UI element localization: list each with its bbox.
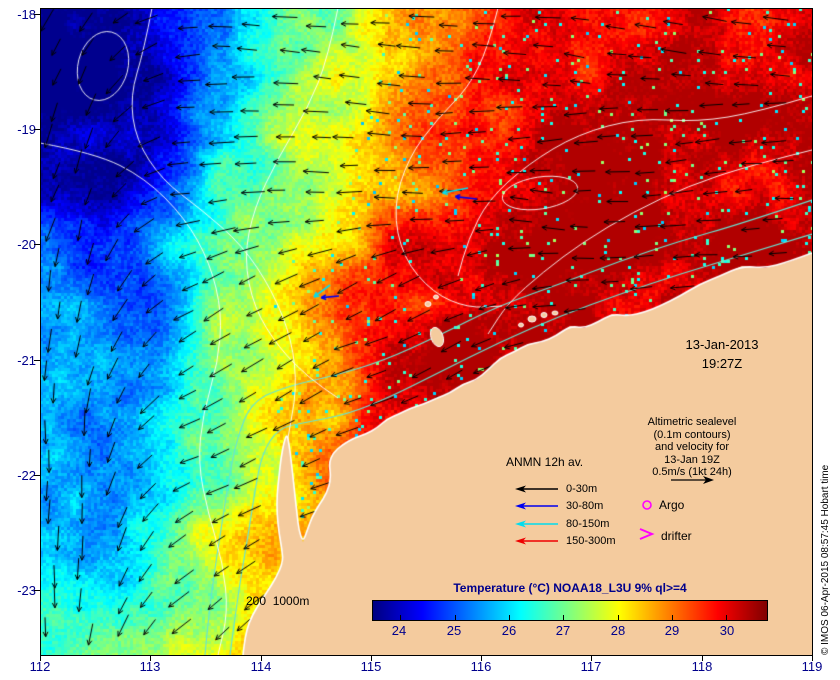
colorbar-tick-label: 27 — [555, 623, 571, 638]
y-axis-tick — [34, 244, 40, 246]
anmn-legend-title: ANMN 12h av. — [506, 455, 584, 469]
anmn-legend-item: 0-30m — [514, 480, 616, 498]
altimetry-note-line: (0.1m contours) — [653, 428, 731, 441]
timestamp: 13-Jan-2013 19:27Z — [660, 335, 784, 373]
colorbar-title: Temperature (°C) NOAA18_L3U 9% ql>=4 — [453, 581, 687, 595]
colorbar-tick-label: 29 — [664, 623, 680, 638]
x-axis-tick-label: 119 — [801, 659, 823, 674]
colorbar-tick — [563, 615, 565, 620]
altimetry-note-line: 13-Jan 19Z — [664, 453, 720, 466]
y-axis-tick-label: -23 — [17, 583, 36, 598]
colorbar-tick-label: 25 — [446, 623, 462, 638]
y-axis-tick-label: -19 — [17, 122, 36, 137]
anmn-depth-label: 0-30m — [566, 482, 598, 495]
argo-label: Argo — [659, 498, 685, 512]
colorbar-tick — [726, 615, 728, 620]
anmn-legend-item: 80-150m — [514, 515, 616, 533]
colorbar-tick — [671, 615, 673, 620]
anmn-depth-label: 30-80m — [566, 500, 604, 513]
colorbar-tick-label: 30 — [719, 623, 735, 638]
drifter-marker-icon — [639, 528, 655, 540]
colorbar — [372, 600, 768, 621]
x-axis-tick-label: 113 — [139, 659, 161, 674]
y-axis-tick-label: -18 — [17, 7, 36, 22]
time-label: 19:27Z — [701, 356, 743, 371]
x-axis-tick-label: 118 — [691, 659, 713, 674]
x-axis-tick-label: 117 — [580, 659, 602, 674]
colorbar-tick-label: 28 — [610, 623, 626, 638]
x-axis-tick — [481, 656, 483, 661]
y-axis-tick — [34, 590, 40, 591]
drifter-label: drifter — [661, 529, 692, 543]
map-canvas — [40, 8, 812, 655]
altimetry-note: Altimetric sealevel (0.1m contours) and … — [618, 416, 766, 479]
colorbar-tick — [454, 615, 456, 620]
anmn-depth-label: 80-150m — [566, 517, 610, 530]
x-axis-tick — [370, 656, 372, 661]
y-axis-tick-label: -21 — [17, 353, 36, 368]
y-axis-tick — [34, 359, 40, 361]
y-axis-tick — [34, 129, 40, 131]
x-axis-tick — [812, 656, 813, 661]
colorbar-tick — [508, 615, 510, 620]
y-axis-tick-label: -22 — [17, 468, 36, 483]
current-arrow-icon — [515, 537, 558, 545]
current-arrow-icon — [515, 502, 558, 510]
colorbar-tick — [617, 615, 619, 620]
copyright-text: © IMOS 06-Apr-2015 08:57:45 Hobart time — [820, 464, 831, 655]
x-axis-tick-label: 112 — [29, 659, 51, 674]
x-axis-tick — [701, 656, 703, 661]
anmn-legend-item: 150-300m — [514, 533, 616, 551]
x-axis-tick — [591, 656, 593, 661]
altimetry-note-line: Altimetric sealevel — [647, 416, 737, 428]
colorbar-tick-label: 24 — [391, 623, 407, 638]
x-axis-tick-label: 114 — [250, 659, 272, 674]
anmn-legend: 0-30m 30-80m 80-150m 150-300m — [514, 480, 616, 550]
altimetry-note-line: and velocity for — [655, 441, 729, 453]
x-axis-tick — [260, 656, 262, 661]
current-arrow-icon — [515, 520, 558, 528]
y-axis-tick-label: -20 — [17, 237, 36, 252]
velocity-scale-arrow-icon — [671, 476, 714, 484]
x-axis-tick-label: 116 — [470, 659, 492, 674]
argo-marker-icon — [642, 500, 652, 510]
anmn-legend-item: 30-80m — [514, 498, 616, 516]
x-axis-tick — [150, 656, 152, 661]
current-arrow-icon — [515, 485, 558, 493]
bathy-scale-label: 200 1000m — [246, 594, 310, 608]
colorbar-tick — [400, 615, 402, 620]
altimetry-note-line: 0.5m/s (1kt 24h) — [652, 466, 732, 478]
x-axis-tick-label: 115 — [360, 659, 382, 674]
x-axis-tick — [40, 656, 41, 661]
colorbar-tick-label: 26 — [501, 623, 517, 638]
date-label: 13-Jan-2013 — [685, 337, 759, 352]
y-axis-tick — [34, 474, 40, 476]
y-axis-tick — [34, 14, 40, 15]
anmn-depth-label: 150-300m — [566, 535, 616, 548]
